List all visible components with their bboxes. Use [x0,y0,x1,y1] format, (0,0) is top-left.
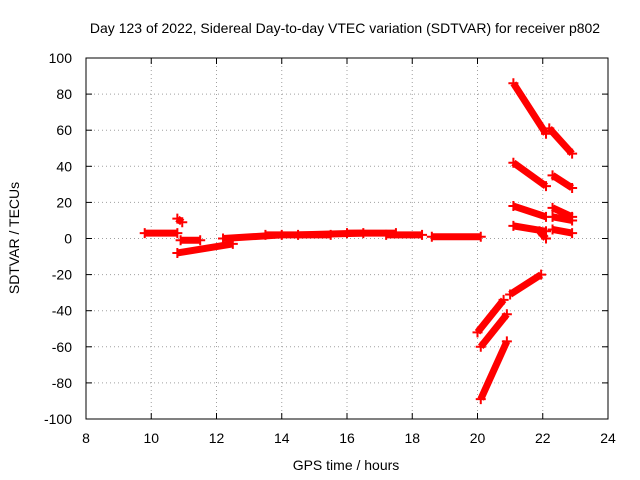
x-tick-label: 10 [143,430,159,446]
data-point-marker [541,181,552,192]
y-tick-label: 40 [56,158,72,174]
data-arc [511,159,549,189]
data-point-marker [139,228,150,239]
data-arc [474,297,507,335]
data-point-marker [172,247,183,258]
series-arc-21 [547,170,578,193]
data-point-marker [547,202,558,213]
data-point-marker [547,211,558,222]
series-arc-9 [381,229,428,240]
data-point-marker [293,229,304,240]
x-tick-label: 8 [82,430,90,446]
y-tick-label: -80 [52,375,72,391]
chart-title: Day 123 of 2022, Sidereal Day-to-day VTE… [90,20,600,36]
data-point-marker [544,123,555,134]
data-point-marker [172,228,183,239]
data-point-marker [508,78,519,89]
data-point-marker [501,309,512,320]
data-point-marker [475,394,486,405]
data-arc [510,81,549,136]
data-point-marker [547,170,558,181]
data-point-marker [498,294,509,305]
x-tick-labels: 8 10 12 14 16 18 20 22 24 [82,430,616,446]
data-arc [512,202,548,221]
data-point-marker [567,215,578,226]
data-point-marker [475,231,486,242]
x-tick-label: 18 [404,430,420,446]
x-tick-label: 20 [470,430,486,446]
data-point-marker [218,233,229,244]
data-point-marker [567,228,578,239]
y-tick-label: 80 [56,86,72,102]
data-points [139,78,578,405]
series-arc-16 [508,157,552,192]
data-arc [176,240,234,257]
y-tick-label: 100 [49,50,73,66]
y-tick-label: 60 [56,122,72,138]
y-tick-labels: -100 -80 -60 -40 -20 0 20 40 60 80 100 [44,50,72,427]
series-arc-4 [172,238,238,258]
series-arc-17 [508,201,552,222]
data-arc [478,312,510,349]
x-tick-label: 14 [274,430,290,446]
data-point-marker [567,182,578,193]
series-arc-3 [175,235,206,246]
data-arc [477,339,511,401]
data-point-marker [534,226,545,237]
data-arc [551,204,574,221]
data-point-marker [541,233,552,244]
data-point-marker [175,235,186,246]
x-tick-label: 22 [535,430,551,446]
data-point-marker [508,157,519,168]
data-point-marker [501,336,512,347]
x-tick-label: 12 [209,430,225,446]
series-arc-13 [475,336,512,405]
series-arc-11 [472,294,509,338]
data-arc [550,172,575,191]
data-arc [536,228,549,241]
series-arc-14 [505,269,547,300]
y-tick-label: 0 [64,231,72,247]
series-arc-19 [534,226,552,244]
series-arc-2 [172,213,188,228]
series-arc-10 [426,231,486,242]
series-arc-15 [508,78,552,139]
series-arc-1 [139,228,183,239]
series-arc-20 [544,123,578,159]
series-arc-24 [547,224,578,239]
series-arc-23 [547,211,578,226]
data-point-marker [508,201,519,212]
data-point-marker [342,228,352,239]
data-point-marker [508,220,519,231]
series-arc-12 [475,309,512,352]
data-point-marker [417,229,428,240]
data-point-marker [541,128,552,139]
data-point-marker [426,231,437,242]
data-arc [546,126,575,157]
y-tick-label: -60 [52,339,72,355]
data-point-marker [475,341,486,352]
data-point-marker [536,269,547,280]
y-tick-label: -20 [52,267,72,283]
data-point-marker [547,224,558,235]
axis-ticks [85,57,609,420]
data-point-marker [505,289,516,300]
x-tick-label: 24 [600,430,616,446]
data-arc [508,271,544,298]
data-point-marker [260,229,271,240]
x-axis-label: GPS time / hours [293,457,400,473]
y-tick-label: -100 [44,411,72,427]
data-point-marker [177,217,188,228]
y-axis-label: SDTVAR / TECUs [6,182,22,294]
data-point-marker [472,327,483,338]
y-tick-label: 20 [56,194,72,210]
data-point-marker [381,229,392,240]
data-point-marker [195,235,206,246]
y-tick-label: -40 [52,303,72,319]
data-point-marker [567,148,578,159]
x-tick-label: 16 [339,430,355,446]
